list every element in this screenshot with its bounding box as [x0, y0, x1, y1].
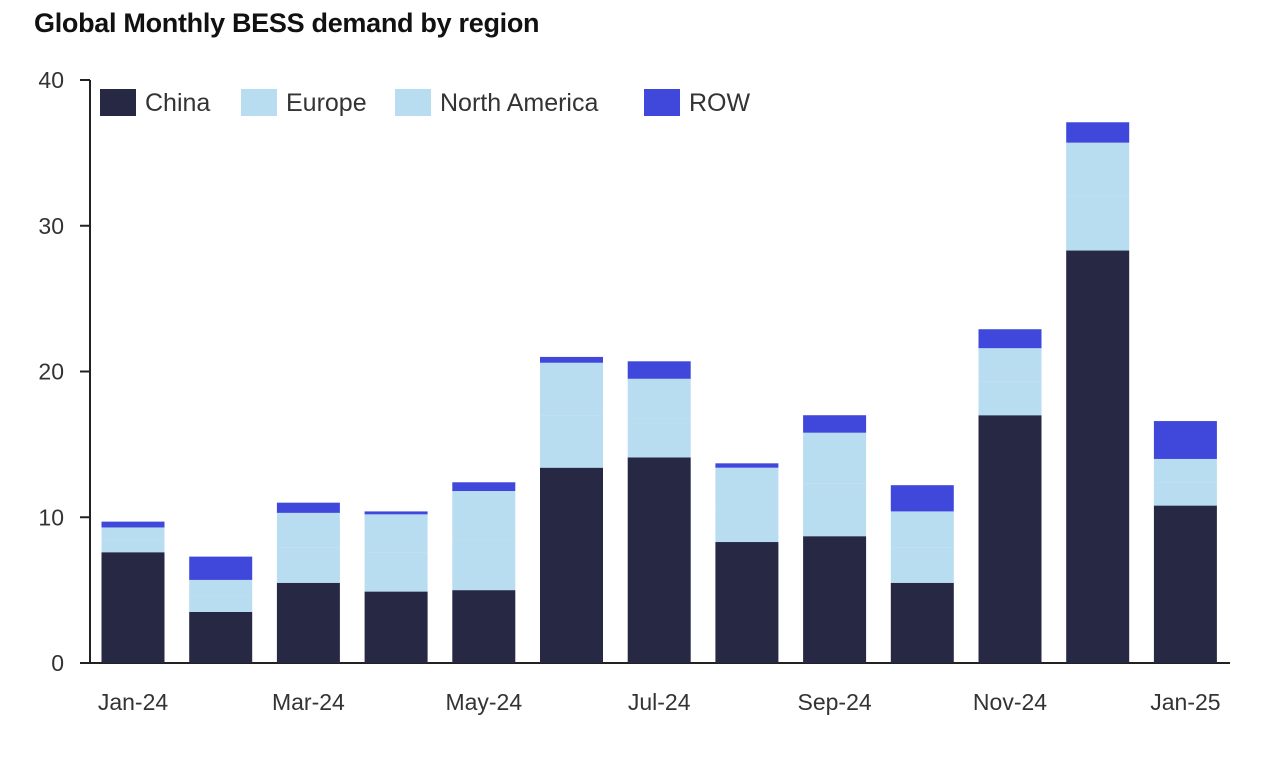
legend-swatch: [395, 89, 431, 116]
bar-segment-north-america: [1066, 142, 1130, 197]
bar-segment-north-america: [978, 348, 1042, 382]
bar-segment-china: [715, 542, 779, 663]
bar-segment-china: [978, 415, 1042, 663]
x-tick-label: Jan-24: [98, 689, 169, 715]
x-tick-label: May-24: [445, 689, 522, 715]
bar-segment-europe: [276, 547, 340, 583]
bar-segment-north-america: [452, 491, 516, 541]
bar-stack-mar-24: [276, 502, 340, 663]
bar-segment-north-america: [1153, 458, 1217, 483]
bar-stack-dec-24: [1066, 122, 1130, 663]
bar-segment-europe: [452, 540, 516, 591]
bar-segment-europe: [364, 552, 428, 592]
x-tick-label: Mar-24: [272, 689, 345, 715]
bar-segment-china: [627, 457, 691, 663]
bar-stack-jan-25: [1153, 421, 1217, 663]
bar-segment-row: [540, 356, 603, 363]
bar-segment-china: [101, 552, 165, 663]
bar-stack-sep-24: [803, 415, 867, 663]
bar-segment-north-america: [364, 514, 428, 553]
bar-segment-china: [364, 591, 428, 663]
legend-label: North America: [440, 89, 598, 117]
y-tick-label: 30: [38, 213, 64, 239]
legend-label: ROW: [689, 89, 751, 117]
bar-segment-china: [1153, 505, 1217, 663]
legend-swatch: [644, 89, 680, 116]
bar-segment-north-america: [803, 432, 867, 484]
bar-segment-row: [803, 415, 867, 433]
bar-segment-europe: [627, 418, 691, 458]
legend-label: China: [145, 89, 210, 117]
bar-segment-row: [627, 361, 691, 379]
bar-stack-feb-24: [189, 556, 253, 663]
bar-segment-china: [1066, 250, 1130, 663]
bar-segment-north-america: [715, 467, 779, 506]
bar-segment-row: [189, 556, 253, 580]
bar-stack-apr-24: [364, 511, 428, 663]
bar-segment-row: [978, 329, 1042, 349]
bar-segment-north-america: [276, 512, 340, 548]
bar-stack-may-24: [452, 482, 516, 663]
legend-label: Europe: [286, 89, 367, 117]
bar-segment-row: [452, 482, 516, 492]
y-tick-label: 20: [38, 359, 64, 385]
x-tick-label: Jan-25: [1150, 689, 1220, 715]
bar-segment-europe: [715, 505, 779, 543]
bar-stack-jun-24: [540, 356, 603, 663]
bar-segment-north-america: [101, 527, 165, 540]
bar-segment-europe: [978, 381, 1042, 416]
legend: China Europe North America ROW: [100, 89, 751, 117]
bar-segment-europe: [101, 539, 165, 553]
legend-swatch: [100, 89, 136, 116]
bar-stack-jul-24: [627, 361, 691, 663]
legend-swatch: [241, 89, 277, 116]
chart-title: Global Monthly BESS demand by region: [34, 8, 540, 38]
bars: [101, 122, 1217, 663]
bar-segment-china: [189, 611, 253, 663]
bar-segment-europe: [540, 415, 603, 468]
bar-segment-china: [452, 590, 516, 663]
bar-segment-row: [1066, 122, 1130, 143]
bar-stack-aug-24: [715, 463, 779, 663]
y-tick-label: 40: [38, 67, 64, 93]
bar-segment-europe: [1153, 482, 1217, 506]
x-tick-label: Jul-24: [628, 689, 691, 715]
bar-segment-china: [803, 536, 867, 663]
bar-segment-north-america: [540, 362, 603, 416]
bar-stack-jan-24: [101, 521, 165, 663]
bar-segment-europe: [890, 547, 954, 583]
bar-segment-row: [1153, 421, 1217, 459]
bar-segment-europe: [189, 595, 253, 612]
bar-stack-nov-24: [978, 329, 1042, 663]
bar-segment-row: [276, 502, 340, 513]
bar-segment-north-america: [890, 511, 954, 548]
bar-segment-europe: [803, 483, 867, 537]
bar-segment-north-america: [627, 378, 691, 419]
bar-segment-europe: [1066, 196, 1130, 251]
bar-segment-china: [890, 582, 954, 663]
y-tick-label: 10: [38, 504, 64, 530]
x-tick-label: Nov-24: [973, 689, 1047, 715]
bar-segment-row: [364, 511, 428, 515]
bar-segment-row: [890, 485, 954, 512]
bar-segment-row: [715, 463, 779, 468]
bar-segment-china: [540, 467, 603, 663]
bar-segment-north-america: [189, 579, 253, 596]
x-tick-label: Sep-24: [798, 689, 872, 715]
bar-segment-china: [276, 582, 340, 663]
bar-stack-oct-24: [890, 485, 954, 663]
bar-segment-row: [101, 521, 165, 528]
y-tick-label: 0: [51, 650, 64, 676]
